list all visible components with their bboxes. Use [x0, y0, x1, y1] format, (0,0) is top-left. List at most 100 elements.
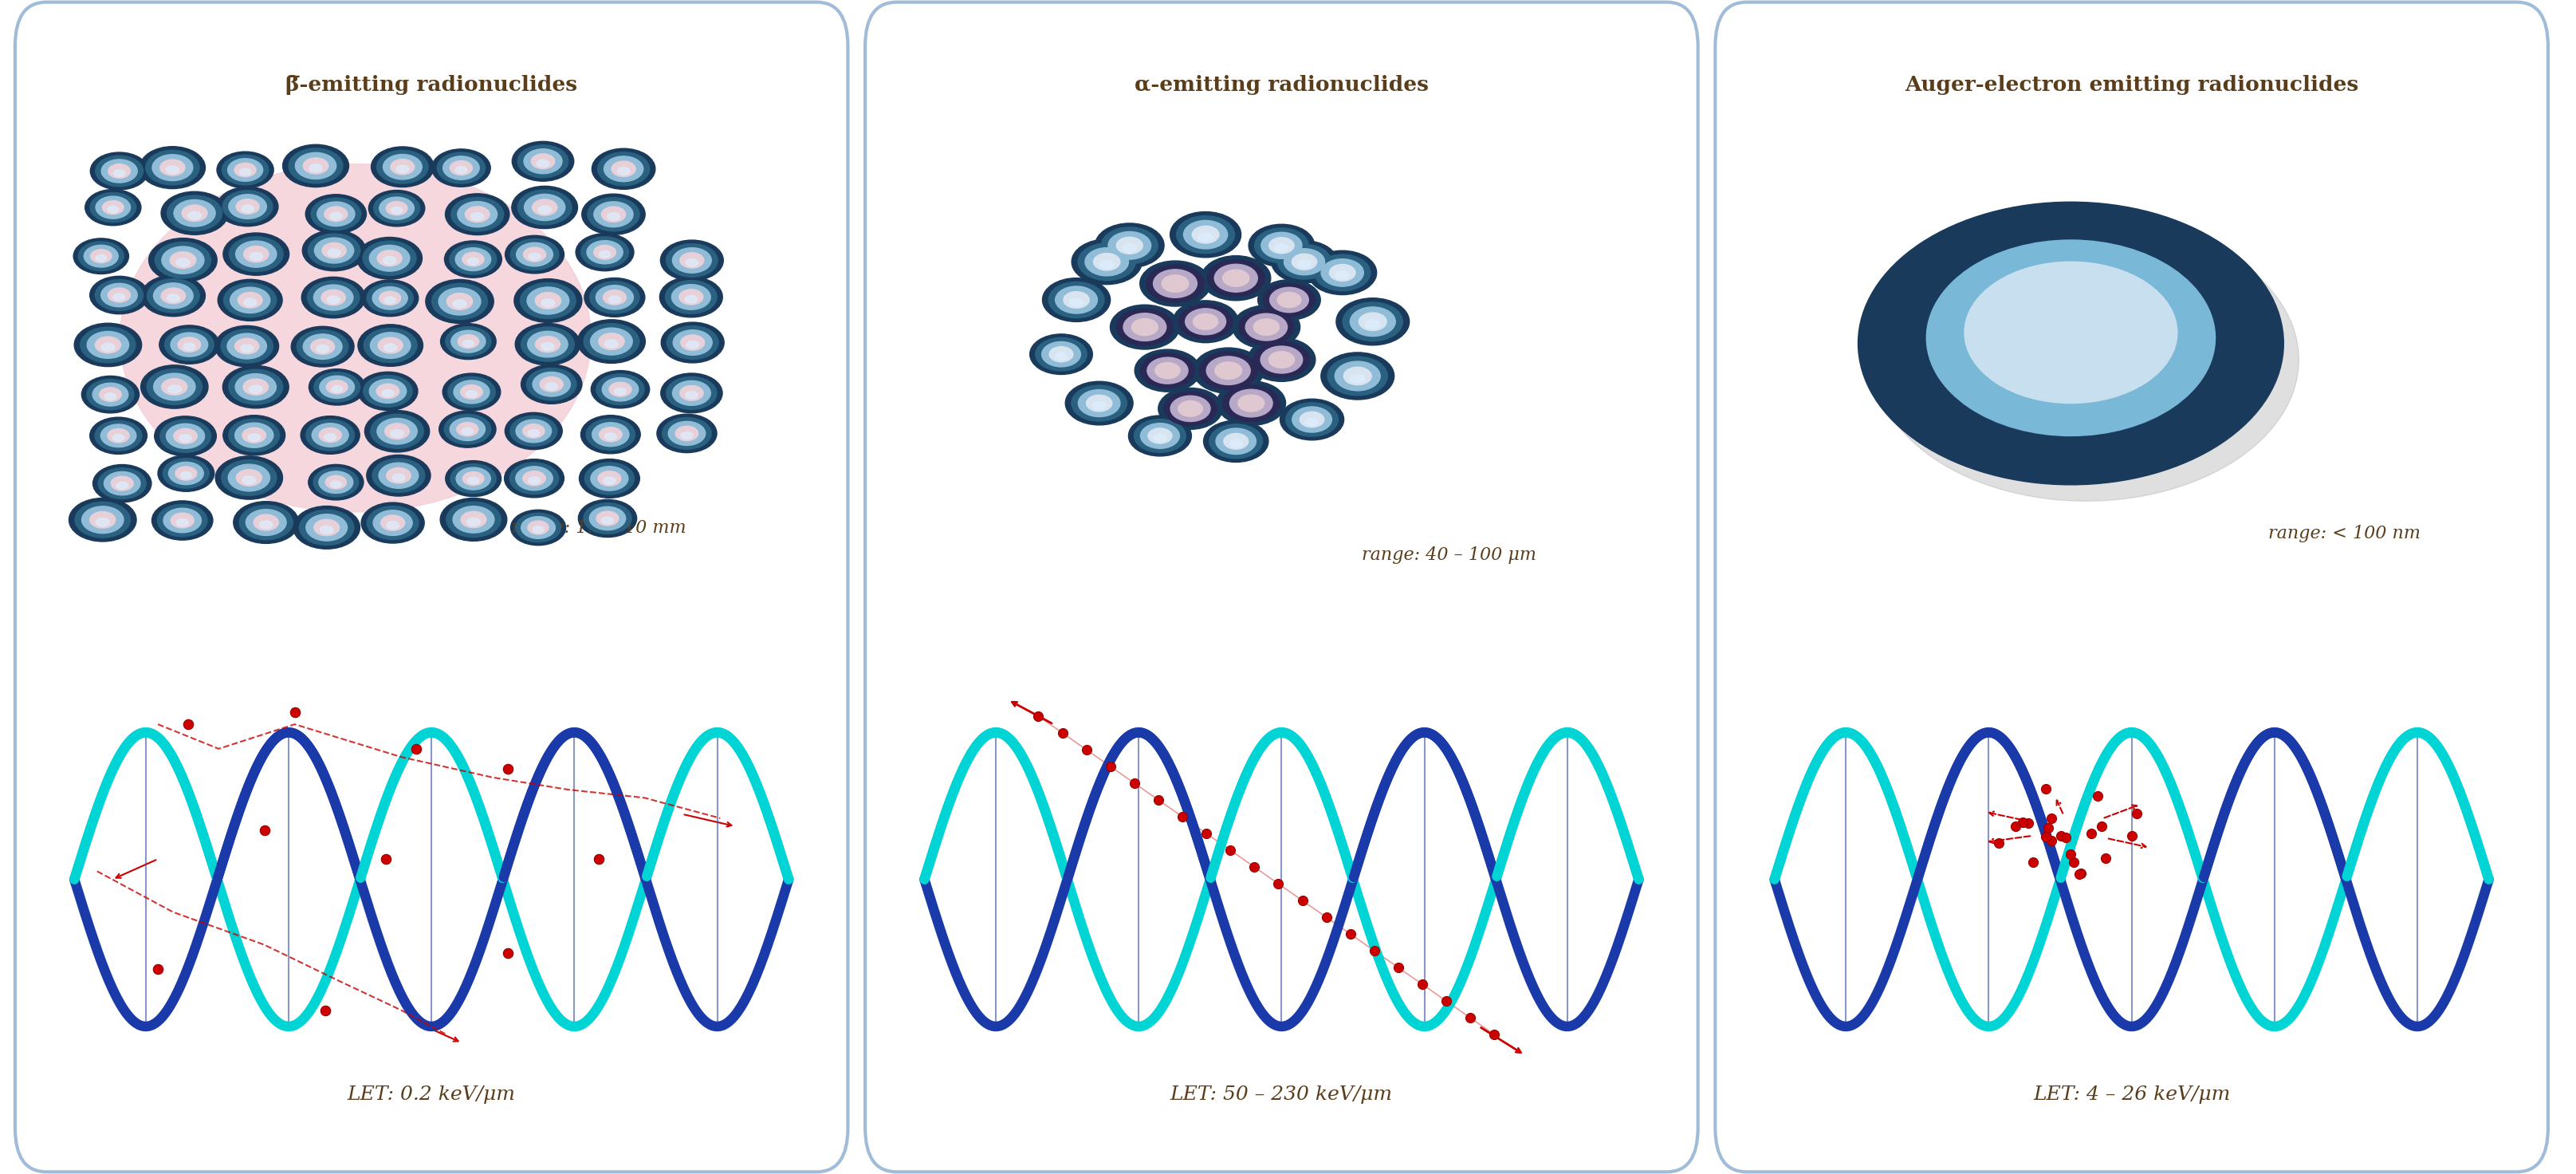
Ellipse shape	[1293, 254, 1316, 270]
Ellipse shape	[229, 419, 281, 452]
Ellipse shape	[577, 500, 636, 538]
Ellipse shape	[103, 472, 139, 495]
Ellipse shape	[590, 507, 626, 531]
Text: LET: 50 – 230 keV/μm: LET: 50 – 230 keV/μm	[1170, 1086, 1394, 1104]
Ellipse shape	[1249, 224, 1314, 266]
Ellipse shape	[152, 155, 193, 181]
Ellipse shape	[590, 328, 634, 355]
Ellipse shape	[371, 147, 433, 187]
Ellipse shape	[307, 195, 366, 234]
Ellipse shape	[386, 467, 410, 484]
Ellipse shape	[1193, 313, 1218, 330]
Ellipse shape	[451, 330, 484, 352]
Ellipse shape	[456, 167, 466, 174]
Ellipse shape	[165, 329, 214, 360]
Ellipse shape	[595, 285, 634, 310]
Ellipse shape	[515, 243, 554, 266]
Ellipse shape	[155, 373, 196, 400]
Point	[2076, 787, 2117, 805]
Ellipse shape	[1270, 288, 1309, 312]
Ellipse shape	[1030, 335, 1092, 375]
Ellipse shape	[1141, 423, 1180, 448]
Ellipse shape	[580, 416, 641, 453]
Ellipse shape	[317, 202, 355, 227]
Ellipse shape	[322, 243, 345, 258]
Ellipse shape	[1170, 211, 1242, 257]
Ellipse shape	[1092, 402, 1105, 410]
Ellipse shape	[466, 258, 479, 265]
Ellipse shape	[1298, 261, 1311, 268]
Ellipse shape	[464, 340, 474, 346]
Ellipse shape	[595, 245, 616, 259]
Ellipse shape	[167, 295, 180, 302]
Ellipse shape	[533, 200, 556, 215]
Ellipse shape	[392, 474, 404, 481]
Ellipse shape	[1216, 429, 1257, 454]
Ellipse shape	[1334, 362, 1381, 391]
Ellipse shape	[533, 372, 569, 397]
Ellipse shape	[1285, 403, 1337, 437]
Ellipse shape	[314, 372, 361, 402]
Ellipse shape	[167, 463, 204, 485]
Ellipse shape	[590, 466, 629, 491]
Ellipse shape	[216, 187, 278, 227]
Ellipse shape	[1069, 298, 1082, 306]
Ellipse shape	[603, 477, 616, 485]
Ellipse shape	[106, 393, 116, 400]
Ellipse shape	[1350, 375, 1365, 383]
Point	[1257, 875, 1298, 893]
Ellipse shape	[598, 471, 621, 486]
Point	[2030, 831, 2071, 850]
Point	[1450, 1008, 1492, 1027]
Ellipse shape	[312, 339, 335, 355]
Ellipse shape	[1200, 352, 1257, 390]
Ellipse shape	[667, 326, 719, 359]
Text: range: < 100 nm: range: < 100 nm	[2269, 525, 2421, 542]
Ellipse shape	[446, 326, 492, 356]
Ellipse shape	[600, 251, 611, 258]
Ellipse shape	[90, 193, 137, 222]
Ellipse shape	[466, 391, 477, 398]
Ellipse shape	[216, 325, 278, 366]
Point	[2025, 828, 2066, 846]
Ellipse shape	[252, 514, 278, 531]
Ellipse shape	[237, 292, 263, 308]
Point	[2053, 853, 2094, 872]
Ellipse shape	[1216, 362, 1242, 379]
Ellipse shape	[368, 245, 410, 271]
Ellipse shape	[240, 169, 250, 175]
Ellipse shape	[322, 290, 345, 305]
Ellipse shape	[95, 255, 106, 262]
Ellipse shape	[515, 513, 562, 542]
Ellipse shape	[157, 505, 206, 537]
Point	[577, 850, 618, 869]
Ellipse shape	[456, 467, 489, 490]
Ellipse shape	[1133, 419, 1185, 452]
Ellipse shape	[363, 329, 417, 363]
Ellipse shape	[1360, 312, 1386, 331]
Ellipse shape	[384, 424, 410, 439]
Ellipse shape	[1159, 387, 1224, 430]
Ellipse shape	[240, 345, 252, 352]
Ellipse shape	[234, 373, 276, 400]
Ellipse shape	[234, 423, 273, 447]
Ellipse shape	[314, 238, 353, 263]
Ellipse shape	[456, 423, 479, 437]
Ellipse shape	[1193, 348, 1265, 393]
Ellipse shape	[585, 463, 634, 494]
Ellipse shape	[113, 294, 126, 301]
Ellipse shape	[245, 510, 286, 535]
Ellipse shape	[523, 149, 562, 174]
Ellipse shape	[1873, 218, 2298, 501]
Ellipse shape	[167, 385, 180, 393]
Ellipse shape	[312, 424, 348, 447]
Ellipse shape	[667, 377, 716, 410]
Ellipse shape	[1133, 350, 1200, 392]
Point	[2045, 828, 2087, 846]
Ellipse shape	[108, 429, 129, 443]
Ellipse shape	[451, 197, 505, 231]
Ellipse shape	[523, 248, 546, 262]
Ellipse shape	[513, 141, 574, 181]
Ellipse shape	[167, 424, 204, 448]
Ellipse shape	[90, 512, 116, 528]
